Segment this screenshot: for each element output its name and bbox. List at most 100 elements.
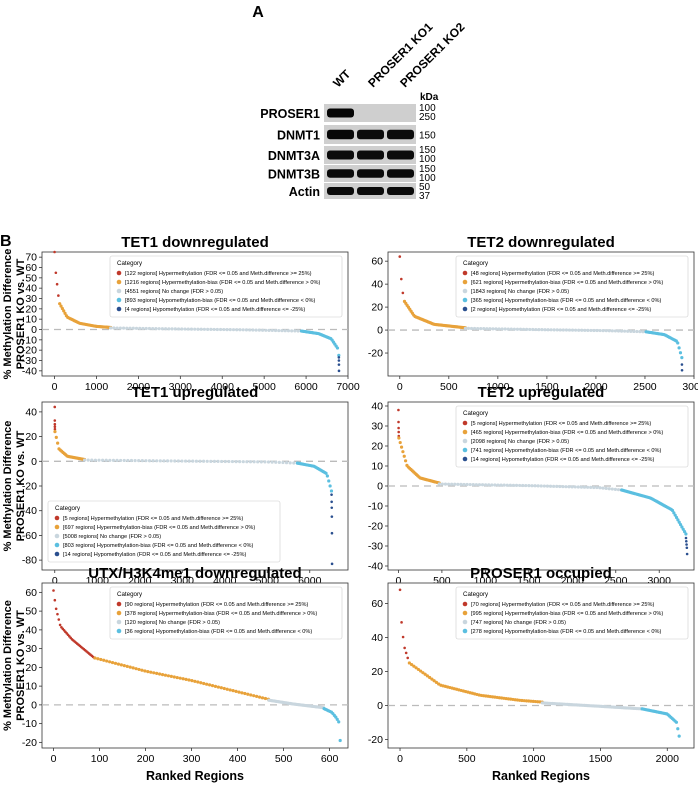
data-point xyxy=(400,621,403,624)
data-point xyxy=(471,483,475,487)
data-point xyxy=(93,656,97,660)
legend-entry: [36 regions] Hypomethylation-bias (FDR <… xyxy=(125,629,312,635)
data-point xyxy=(57,294,60,297)
data-point xyxy=(678,522,683,527)
data-point xyxy=(629,329,633,333)
data-point xyxy=(493,483,497,487)
legend: Category [48 regions] Hypermethylation (F… xyxy=(455,255,689,318)
data-point xyxy=(626,329,630,333)
data-point xyxy=(479,327,483,331)
data-point xyxy=(632,329,636,334)
blot-row-label: Actin xyxy=(289,185,320,199)
data-point xyxy=(193,679,197,683)
data-point xyxy=(485,327,489,331)
data-point xyxy=(286,329,291,333)
data-point xyxy=(335,717,339,721)
legend-entry: [4551 regions] No change (FDR > 0.05) xyxy=(125,289,223,295)
data-point xyxy=(187,459,191,463)
data-point xyxy=(465,482,469,487)
data-point xyxy=(511,483,516,487)
data-point xyxy=(293,329,297,333)
data-point xyxy=(225,687,229,691)
data-point xyxy=(119,458,123,463)
data-point xyxy=(180,459,184,463)
data-point xyxy=(592,328,596,333)
x-tick-label: 4000 xyxy=(211,381,235,393)
data-point xyxy=(173,459,177,463)
data-point xyxy=(682,530,687,534)
kda-header: kDa xyxy=(420,92,439,103)
data-point xyxy=(328,484,332,488)
legend-marker xyxy=(462,438,468,444)
data-point xyxy=(155,671,159,675)
data-point xyxy=(616,488,621,492)
y-axis-label: % Methylation Difference xyxy=(2,421,14,552)
data-point xyxy=(252,460,256,464)
data-point xyxy=(595,485,599,490)
kda-marker: 250 xyxy=(419,112,436,123)
data-point xyxy=(263,460,267,464)
legend-entry: [1843 regions] No change (FDR > 0.05) xyxy=(471,289,569,295)
data-point xyxy=(205,459,209,463)
data-point xyxy=(194,459,198,463)
legend-title: Category xyxy=(463,591,489,598)
blot-band xyxy=(387,129,414,140)
data-point xyxy=(190,678,194,683)
data-point xyxy=(561,484,565,489)
data-point xyxy=(53,422,57,426)
data-point xyxy=(586,328,590,332)
data-point xyxy=(110,660,115,665)
data-point xyxy=(102,658,106,662)
data-point xyxy=(487,483,491,487)
data-point xyxy=(86,458,90,462)
data-point xyxy=(530,484,534,488)
data-point xyxy=(113,661,118,665)
data-point xyxy=(407,661,411,665)
x-tick-label: 500 xyxy=(458,753,476,765)
data-point xyxy=(684,536,688,540)
data-point xyxy=(443,482,448,486)
data-point xyxy=(552,328,556,332)
y-tick-label: 10 xyxy=(25,681,37,693)
data-point xyxy=(137,667,141,672)
data-point xyxy=(677,520,681,524)
data-point xyxy=(684,539,688,543)
data-point xyxy=(641,330,645,334)
data-point xyxy=(324,471,328,475)
y-tick-label: 60 xyxy=(371,598,383,610)
data-point xyxy=(472,326,477,331)
data-point xyxy=(462,482,466,487)
data-point xyxy=(227,459,231,464)
legend-entry: [2 regions] Hypomethylation (FDR <= 0.05… xyxy=(471,307,651,313)
legend-entry: [697 regions] Hypermethylation-bias (FDR… xyxy=(63,525,255,531)
legend-entry: [14 regions] Hypomethylation (FDR <= 0.0… xyxy=(63,552,246,558)
data-point xyxy=(401,291,405,295)
legend-box xyxy=(109,255,343,318)
data-point xyxy=(59,304,63,308)
data-point xyxy=(255,694,259,698)
data-point xyxy=(54,607,58,611)
data-point xyxy=(518,327,523,331)
data-point xyxy=(450,482,454,486)
data-point xyxy=(162,459,166,463)
blot-band xyxy=(327,187,354,195)
y-tick-label: 60 xyxy=(25,262,37,274)
y-tick-label: 0 xyxy=(377,481,383,493)
data-point xyxy=(613,329,618,333)
data-point xyxy=(231,328,236,332)
data-point xyxy=(181,677,185,681)
data-point xyxy=(401,450,405,454)
data-point xyxy=(266,460,271,464)
blot-band xyxy=(387,169,414,178)
data-point xyxy=(216,685,221,689)
data-point xyxy=(101,458,105,462)
data-point xyxy=(589,485,593,489)
data-point xyxy=(112,326,116,330)
data-point xyxy=(144,459,148,463)
data-point xyxy=(213,684,218,688)
y-tick-label: 50 xyxy=(25,272,37,284)
data-point xyxy=(288,461,292,465)
data-point xyxy=(337,359,341,362)
